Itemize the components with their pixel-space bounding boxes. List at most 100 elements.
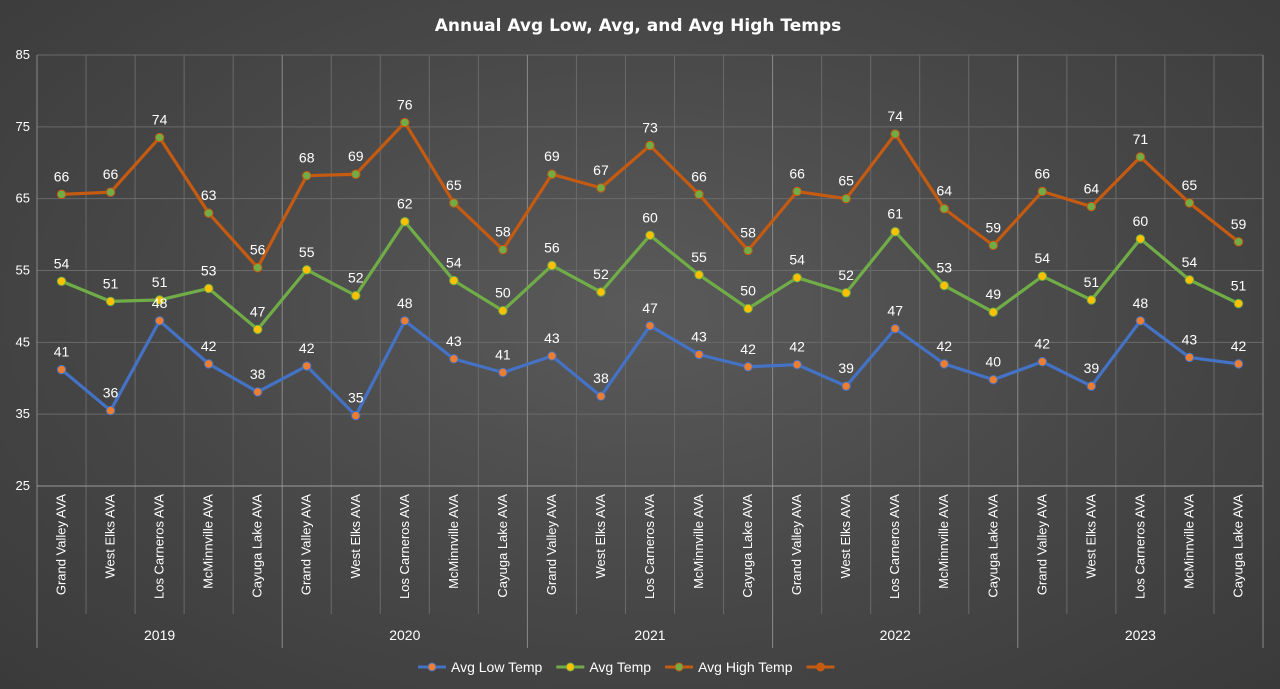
data-point (694, 349, 704, 360)
data-point (547, 351, 557, 361)
data-point (841, 288, 851, 298)
data-label: 35 (348, 390, 364, 406)
data-label: 59 (985, 219, 1001, 235)
data-label: 56 (250, 242, 266, 258)
data-point (1135, 152, 1146, 162)
data-point (841, 381, 851, 391)
y-tick-label: 45 (16, 334, 30, 349)
data-label: 52 (593, 266, 609, 282)
data-label: 42 (201, 338, 217, 354)
data-label: 51 (152, 274, 168, 290)
data-point (400, 117, 410, 128)
data-point (1233, 359, 1244, 369)
x-category-label: West Elks AVA (103, 494, 118, 579)
y-tick-label: 65 (16, 191, 30, 206)
data-point (743, 362, 753, 372)
data-point (645, 140, 655, 151)
x-category-label: Grand Valley AVA (789, 494, 804, 595)
data-point (939, 359, 949, 369)
x-category-label: Los Carneros AVA (642, 494, 657, 599)
legend-marker (674, 662, 684, 672)
data-label: 54 (54, 255, 70, 271)
data-label: 43 (691, 329, 707, 345)
data-label: 51 (1084, 274, 1100, 290)
series-line (60, 319, 1239, 418)
x-category-label: Los Carneros AVA (887, 494, 902, 599)
data-point (1037, 271, 1048, 281)
data-point (988, 374, 998, 385)
data-point (1233, 298, 1244, 309)
data-label: 55 (299, 244, 315, 260)
data-point (252, 387, 263, 397)
x-group-label: 2022 (880, 627, 911, 643)
x-category-label: McMinnville AVA (1181, 494, 1196, 589)
data-point (449, 275, 459, 286)
data-label: 76 (397, 97, 413, 113)
data-label: 42 (789, 339, 805, 355)
data-point (449, 354, 459, 364)
data-point (939, 280, 949, 291)
data-point (203, 208, 214, 218)
data-label: 42 (1231, 338, 1247, 354)
data-point (1233, 237, 1244, 247)
data-label: 65 (838, 173, 854, 189)
data-point (988, 307, 998, 317)
data-point (890, 227, 900, 237)
data-label: 66 (1035, 165, 1051, 181)
data-point (105, 405, 116, 416)
data-point (1086, 381, 1097, 391)
data-label: 41 (495, 347, 511, 363)
data-label: 54 (789, 252, 805, 268)
data-point (547, 260, 557, 271)
data-label: 74 (887, 108, 903, 124)
x-category-label: Los Carneros AVA (397, 494, 412, 599)
data-point (792, 186, 802, 197)
data-point (498, 244, 508, 255)
data-point (203, 359, 214, 369)
x-group-label: 2023 (1125, 627, 1156, 643)
grid (36, 54, 1264, 648)
x-group-label: 2019 (144, 627, 175, 643)
data-point (1037, 186, 1048, 197)
data-point (1184, 275, 1195, 285)
data-label: 43 (1182, 331, 1198, 347)
x-category-label: Los Carneros AVA (1132, 494, 1147, 599)
data-label: 60 (642, 209, 658, 225)
data-label: 64 (1084, 181, 1100, 197)
data-label: 36 (103, 385, 119, 401)
data-label: 64 (936, 183, 952, 199)
x-category-label: West Elks AVA (593, 494, 608, 579)
data-label: 39 (838, 360, 854, 376)
x-category-label: McMinnville AVA (691, 494, 706, 589)
data-label: 43 (446, 333, 462, 349)
x-category-label: McMinnville AVA (446, 494, 461, 589)
data-label: 66 (789, 165, 805, 181)
data-label: 47 (250, 303, 266, 319)
data-label: 52 (348, 270, 364, 286)
data-label: 65 (446, 177, 462, 193)
y-tick-label: 35 (16, 406, 30, 421)
x-category-label: Cayuga Lake AVA (740, 494, 755, 598)
data-point (302, 265, 312, 275)
data-point (105, 187, 116, 197)
data-label: 55 (691, 249, 707, 265)
data-label: 66 (103, 166, 119, 182)
data-label: 74 (152, 112, 168, 128)
legend-marker (816, 662, 826, 672)
data-label: 38 (593, 370, 609, 386)
data-point (105, 296, 116, 307)
x-category-label: West Elks AVA (348, 494, 363, 579)
data-label: 50 (740, 283, 756, 299)
data-label: 43 (544, 330, 560, 346)
data-label: 41 (54, 344, 70, 360)
data-label: 48 (1133, 295, 1149, 311)
legend-marker (427, 662, 437, 672)
data-point (890, 323, 900, 334)
data-label: 42 (1035, 336, 1051, 352)
data-point (547, 169, 557, 179)
data-point (154, 132, 165, 143)
data-point (1135, 234, 1146, 244)
data-point (302, 170, 312, 181)
x-category-label: West Elks AVA (1083, 494, 1098, 579)
data-point (1037, 357, 1048, 367)
